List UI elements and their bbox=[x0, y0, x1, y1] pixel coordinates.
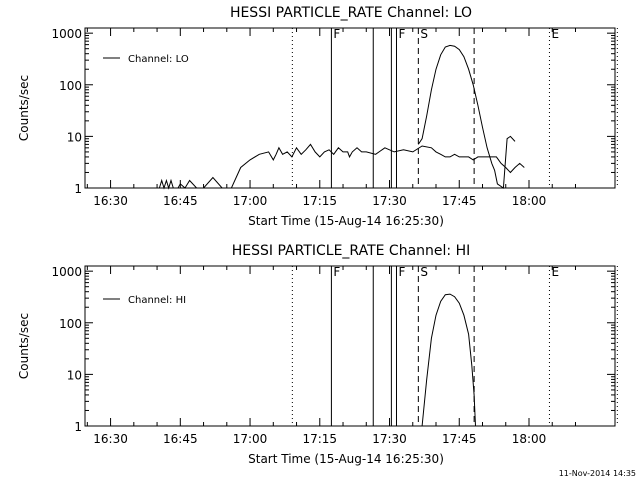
event-marker-label: E bbox=[551, 265, 559, 279]
event-marker-label: E bbox=[551, 27, 559, 41]
x-tick-label: 18:00 bbox=[512, 194, 547, 208]
x-tick-label: 17:45 bbox=[442, 194, 477, 208]
y-axis-label-lo: Counts/sec bbox=[17, 75, 31, 141]
x-tick-label: 17:15 bbox=[302, 194, 337, 208]
x-tick-label: 17:00 bbox=[233, 194, 268, 208]
event-marker-label: S bbox=[420, 265, 428, 279]
y-tick-label: 10 bbox=[67, 368, 82, 382]
y-tick-label: 1 bbox=[74, 182, 82, 196]
timestamp: 11-Nov-2014 14:35 bbox=[559, 469, 636, 478]
plot-frame-lo bbox=[84, 27, 616, 189]
chart-title-hi: HESSI PARTICLE_RATE Channel: HI bbox=[232, 243, 470, 259]
event-marker-label: F bbox=[398, 265, 405, 279]
panel-hi: HESSI PARTICLE_RATE Channel: HI Counts/s… bbox=[17, 243, 618, 466]
x-tick-label: 17:15 bbox=[302, 432, 337, 446]
y-tick-label: 1 bbox=[74, 420, 82, 434]
x-tick-label: 16:30 bbox=[93, 194, 128, 208]
y-tick-label: 10 bbox=[67, 130, 82, 144]
series-line bbox=[158, 143, 525, 190]
y-tick-label: 100 bbox=[59, 317, 82, 331]
panel-lo: HESSI PARTICLE_RATE Channel: LO Counts/s… bbox=[17, 5, 618, 228]
x-tick-label: 17:45 bbox=[442, 432, 477, 446]
x-axis-label-lo: Start Time (15-Aug-14 16:25:30) bbox=[248, 214, 444, 228]
x-tick-label: 17:30 bbox=[372, 194, 407, 208]
x-tick-label: 16:45 bbox=[163, 194, 198, 208]
legend-lo: Channel: LO bbox=[103, 54, 189, 65]
flare-curve-lo bbox=[417, 44, 516, 189]
y-tick-label: 100 bbox=[59, 79, 82, 93]
x-tick-label: 16:45 bbox=[163, 432, 198, 446]
flare-curve-hi bbox=[421, 293, 476, 427]
legend-hi: Channel: HI bbox=[103, 295, 186, 306]
x-tick-label: 17:00 bbox=[233, 432, 268, 446]
x-axis-label-hi: Start Time (15-Aug-14 16:25:30) bbox=[248, 452, 444, 466]
x-tick-label: 16:30 bbox=[93, 432, 128, 446]
event-marker-label: F bbox=[333, 265, 340, 279]
event-marker-label: F bbox=[398, 27, 405, 41]
legend-label-hi: Channel: HI bbox=[128, 295, 186, 306]
y-tick-label: 1000 bbox=[51, 27, 82, 41]
chart-title-lo: HESSI PARTICLE_RATE Channel: LO bbox=[230, 5, 472, 21]
x-tick-label: 17:30 bbox=[372, 432, 407, 446]
y-tick-label: 1000 bbox=[51, 265, 82, 279]
event-marker-label: F bbox=[333, 27, 340, 41]
legend-label-lo: Channel: LO bbox=[128, 54, 189, 65]
event-marker-label: S bbox=[420, 27, 428, 41]
x-tick-label: 18:00 bbox=[512, 432, 547, 446]
plot-frame-hi bbox=[84, 265, 616, 427]
y-axis-label-hi: Counts/sec bbox=[17, 313, 31, 379]
